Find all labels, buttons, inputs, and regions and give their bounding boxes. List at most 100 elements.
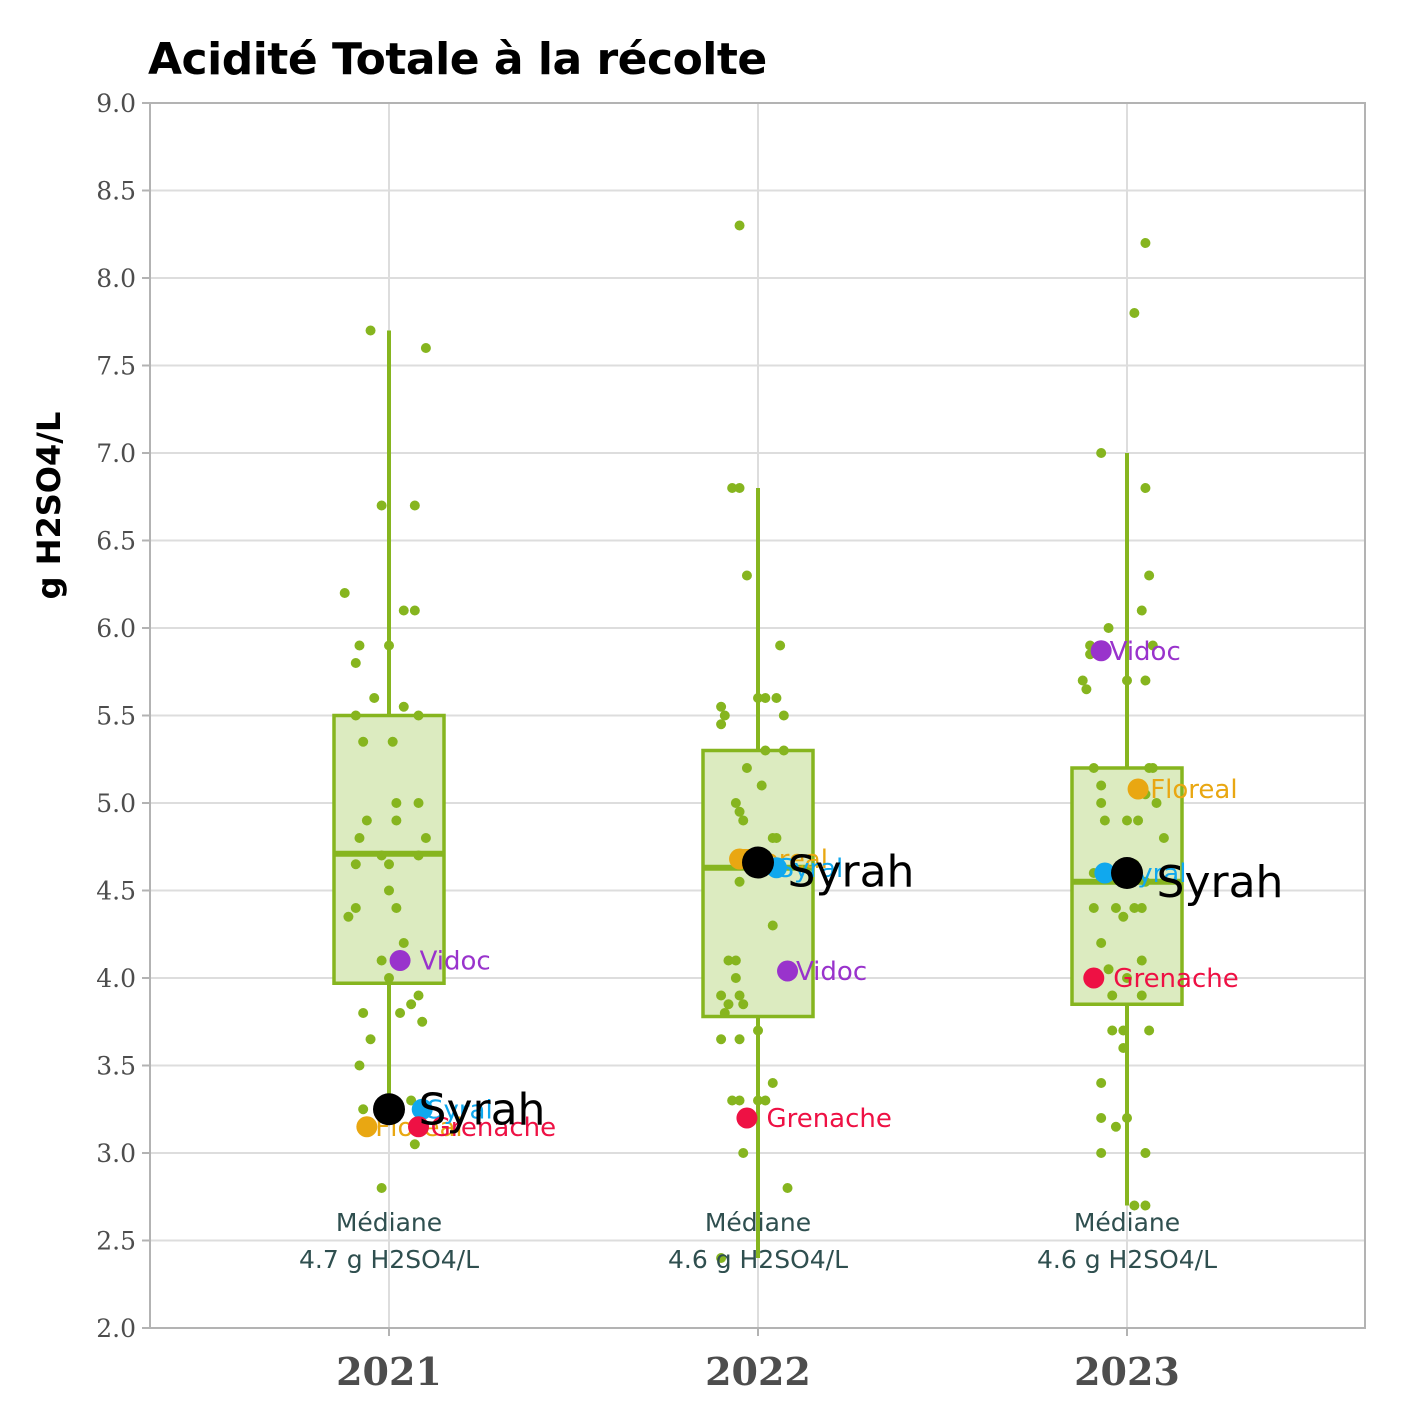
data-point — [350, 710, 361, 721]
data-point — [1140, 1200, 1151, 1211]
median-annotation-title: Médiane — [705, 1208, 811, 1237]
y-tick-label: 4.5 — [96, 877, 136, 906]
data-point — [1136, 605, 1147, 616]
data-point — [365, 1034, 376, 1045]
data-point — [376, 1183, 387, 1193]
data-point — [734, 1034, 745, 1045]
data-point — [384, 859, 394, 870]
data-point — [730, 798, 741, 808]
data-point — [1110, 1121, 1121, 1132]
data-point — [1122, 973, 1132, 983]
data-point — [1140, 238, 1151, 248]
data-point — [738, 1148, 749, 1158]
highlight-point-grenache — [736, 1107, 758, 1129]
median-annotation-value: 4.6 g H2SO4/L — [1037, 1245, 1217, 1274]
y-tick-label: 3.0 — [96, 1139, 136, 1168]
data-point — [782, 1183, 793, 1193]
data-point — [738, 999, 749, 1010]
highlight-label-grenache: Grenache — [431, 1113, 556, 1143]
highlight-label-grenache: Grenache — [1113, 964, 1238, 994]
data-point — [384, 885, 394, 896]
y-tick-label: 4.0 — [96, 964, 136, 993]
highlight-point-grenache — [408, 1116, 430, 1138]
data-point — [391, 903, 402, 913]
data-point — [734, 220, 745, 231]
data-point — [738, 815, 749, 826]
data-point — [1133, 815, 1144, 826]
y-tick-label: 9.0 — [96, 89, 136, 118]
y-tick-label: 6.0 — [96, 614, 136, 643]
data-point — [358, 736, 369, 747]
data-point — [1136, 903, 1147, 913]
data-point — [1129, 903, 1140, 913]
data-point — [775, 640, 786, 651]
data-point — [398, 605, 409, 616]
data-point — [365, 325, 376, 336]
highlight-point-vidoc — [777, 960, 799, 982]
data-point — [413, 710, 424, 721]
data-point — [730, 973, 741, 983]
data-point — [1140, 675, 1151, 686]
data-point — [1158, 833, 1169, 843]
data-point — [741, 570, 752, 581]
data-point — [1129, 1200, 1140, 1211]
data-point — [753, 1095, 763, 1106]
data-point — [376, 850, 387, 861]
data-point — [771, 693, 782, 703]
box — [332, 713, 446, 985]
data-point — [1096, 780, 1107, 791]
data-point — [387, 736, 398, 747]
data-point — [1140, 876, 1151, 887]
highlight-point-vidoc — [1090, 640, 1112, 662]
data-point — [420, 343, 431, 353]
data-point — [409, 605, 420, 616]
data-point — [1118, 1043, 1129, 1053]
y-tick-label: 2.5 — [96, 1227, 136, 1256]
data-point — [716, 990, 727, 1001]
data-point — [719, 710, 730, 721]
x-tick-label: 2023 — [1074, 1349, 1180, 1394]
highlight-point-syral — [411, 1098, 433, 1120]
data-point — [1107, 990, 1118, 1001]
data-point — [409, 500, 420, 511]
data-point — [343, 911, 354, 922]
data-point — [1096, 938, 1107, 948]
data-point — [413, 850, 424, 861]
data-point — [395, 1008, 406, 1018]
data-point — [406, 1095, 417, 1106]
data-point — [756, 780, 767, 791]
data-point — [413, 990, 424, 1001]
data-point — [1103, 964, 1114, 975]
data-point — [1110, 903, 1121, 913]
data-point — [760, 693, 771, 703]
data-point — [354, 1060, 365, 1071]
data-point — [1096, 1078, 1107, 1088]
data-point — [1096, 798, 1107, 808]
data-point — [376, 500, 387, 511]
highlight-point-syrah — [1111, 857, 1143, 889]
data-point — [734, 483, 745, 493]
data-point — [350, 859, 361, 870]
data-point — [384, 640, 394, 651]
data-point — [1129, 308, 1140, 318]
data-point — [1122, 815, 1132, 826]
data-point — [716, 1253, 727, 1263]
data-point — [1151, 798, 1162, 808]
data-point — [1144, 1025, 1155, 1036]
data-point — [350, 658, 361, 668]
data-point — [734, 806, 745, 817]
data-point — [716, 701, 727, 712]
highlight-point-syral — [1094, 862, 1116, 884]
data-point — [1122, 1113, 1132, 1123]
data-point — [778, 710, 789, 721]
data-point — [753, 693, 763, 703]
data-point — [1122, 675, 1132, 686]
highlight-label-syrah: Syrah — [419, 1084, 546, 1135]
highlight-label-floreal: Floreal — [1150, 775, 1237, 805]
data-point — [1136, 955, 1147, 966]
data-point — [361, 815, 372, 826]
data-point — [760, 745, 771, 756]
highlight-point-grenache — [1083, 967, 1105, 989]
highlight-point-floreal — [1127, 778, 1149, 800]
highlight-label-syral: Syral — [427, 1095, 493, 1125]
